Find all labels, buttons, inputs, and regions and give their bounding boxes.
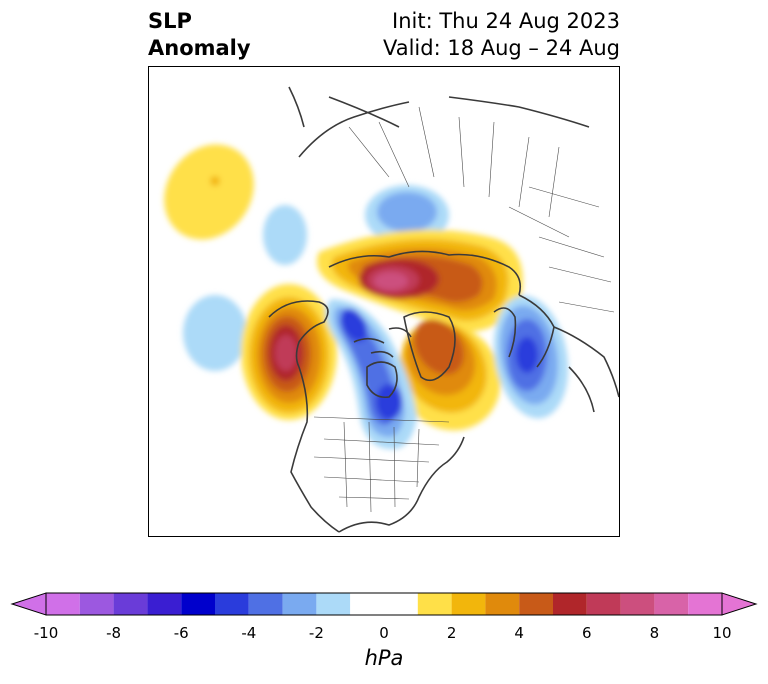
colorbar-segment [350,593,418,615]
colorbar-tick-label: 10 [712,624,732,642]
colorbar-segment [282,593,317,615]
colorbar-tick-label: -8 [106,624,122,642]
colorbar-segment [79,593,114,615]
colorbar-segment [620,593,655,615]
political-borders [313,106,615,513]
map-panel [148,66,620,537]
map-title-left: SLP Anomaly [148,9,251,60]
colorbar-segment [248,593,283,615]
colorbar-segment [417,593,452,615]
colorbar-units: hPa [364,646,404,670]
colorbar-tick-label: 4 [514,624,524,642]
colorbar [0,586,768,684]
anomaly-shading [164,144,569,450]
pacific-high [164,144,254,240]
colorbar-strip [10,592,758,616]
colorbar-segment [553,593,587,615]
colorbar-segment [519,593,553,615]
colorbar-segment [654,593,689,615]
map-title-right: Init: Thu 24 Aug 2023 Valid: 18 Aug – 24… [382,9,620,60]
colorbar-tick-label: -4 [241,624,257,642]
colorbar-segment [46,593,80,615]
colorbar-segment [485,593,520,615]
colorbar-segment [688,593,722,615]
colorbar-segment [147,593,182,615]
colorbar-segment [451,593,486,615]
colorbar-extend-low [10,592,47,616]
colorbar-tick-label: 2 [446,624,457,642]
colorbar-segment [215,593,249,615]
colorbar-extend-high [721,592,758,616]
colorbar-tick-label: 6 [582,624,592,642]
colorbar-segment [316,593,351,615]
slp-anomaly-map [164,86,619,533]
colorbar-tick-label: -6 [173,624,189,642]
colorbar-frame [45,592,723,616]
colorbar-segment [113,593,148,615]
colorbar-tick-label: 0 [379,624,389,642]
colorbar-tick-label: -2 [308,624,324,642]
colorbar-tick-label: -10 [33,624,59,642]
colorbar-segment [586,593,621,615]
colorbar-segment [181,593,215,615]
coastlines [268,86,619,533]
colorbar-tick-label: 8 [649,624,660,642]
